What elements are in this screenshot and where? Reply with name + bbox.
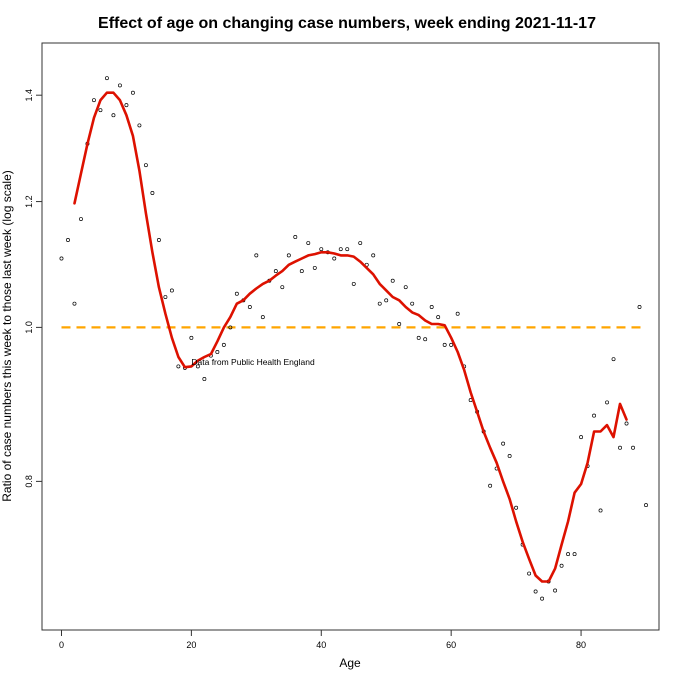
x-tick-label: 20 xyxy=(186,640,196,650)
data-point xyxy=(59,256,64,261)
x-tick-label: 0 xyxy=(59,640,64,650)
data-point xyxy=(436,315,441,320)
y-axis-label: Ratio of case numbers this week to those… xyxy=(0,170,14,502)
data-point xyxy=(124,103,129,108)
data-point xyxy=(228,325,233,330)
data-point xyxy=(397,322,402,326)
x-tick-label: 80 xyxy=(576,640,586,650)
data-point xyxy=(631,445,635,450)
data-point xyxy=(299,269,304,274)
data-point xyxy=(598,508,603,513)
data-point xyxy=(254,253,259,258)
data-point xyxy=(98,108,103,113)
data-point xyxy=(117,83,122,88)
smoothed-trend-line xyxy=(73,91,628,583)
x-tick-label: 40 xyxy=(316,640,326,650)
chart-title: Effect of age on changing case numbers, … xyxy=(98,15,596,32)
data-point xyxy=(566,552,571,557)
data-point xyxy=(390,278,395,283)
data-source-annotation: Data from Public Health England xyxy=(191,357,315,367)
data-point xyxy=(533,589,538,594)
data-point xyxy=(79,217,83,221)
data-point xyxy=(215,350,220,354)
data-point xyxy=(624,421,629,426)
data-point xyxy=(195,364,200,369)
y-axis: 0.8 1.0 1.2 1.4 xyxy=(24,89,42,488)
plot-area-frame xyxy=(41,42,660,631)
data-point xyxy=(202,377,207,381)
data-point xyxy=(559,563,564,568)
data-point xyxy=(384,298,389,303)
data-point xyxy=(507,454,512,458)
data-point xyxy=(137,123,142,128)
data-point xyxy=(429,305,434,309)
data-point xyxy=(423,337,428,342)
data-point xyxy=(72,301,77,306)
data-point xyxy=(111,113,116,118)
data-point xyxy=(540,596,545,601)
data-point xyxy=(163,295,168,299)
data-point xyxy=(306,241,311,246)
y-tick-label: 1.2 xyxy=(24,195,34,208)
data-point xyxy=(104,76,109,81)
data-point xyxy=(351,281,356,286)
data-point xyxy=(371,253,376,258)
data-point xyxy=(312,265,317,270)
data-point xyxy=(130,90,135,95)
y-tick-label: 1.4 xyxy=(24,89,34,102)
data-point xyxy=(66,238,70,242)
data-point xyxy=(488,483,493,488)
data-point xyxy=(449,342,454,347)
data-point xyxy=(553,588,558,593)
data-point xyxy=(280,285,285,290)
data-point xyxy=(572,552,577,557)
data-point xyxy=(273,269,278,274)
data-point xyxy=(293,235,298,239)
data-point xyxy=(260,315,265,320)
data-point xyxy=(358,241,363,246)
data-point xyxy=(150,191,155,195)
data-point xyxy=(527,571,532,576)
data-point xyxy=(247,305,252,309)
data-point xyxy=(455,311,460,316)
data-point xyxy=(605,400,609,405)
data-point xyxy=(637,305,642,309)
x-tick-label: 60 xyxy=(446,640,456,650)
data-point xyxy=(92,98,96,103)
data-point xyxy=(332,256,337,261)
x-axis-label: Age xyxy=(339,656,361,670)
data-point xyxy=(592,413,597,418)
data-point xyxy=(169,288,174,293)
data-point xyxy=(319,247,324,252)
data-point xyxy=(234,291,239,296)
data-point xyxy=(416,335,421,340)
data-point xyxy=(176,364,181,369)
data-point xyxy=(579,435,584,440)
data-point xyxy=(403,285,408,290)
data-point xyxy=(189,335,194,340)
data-point xyxy=(501,441,506,446)
data-point xyxy=(345,247,350,252)
y-tick-label: 1.0 xyxy=(24,321,34,334)
data-point xyxy=(338,247,343,252)
data-point xyxy=(156,238,161,242)
smoothed-series xyxy=(73,91,628,583)
data-point xyxy=(221,342,226,347)
data-point xyxy=(377,301,382,306)
data-point xyxy=(286,253,291,258)
data-point xyxy=(442,342,447,347)
data-point xyxy=(410,301,415,306)
data-point xyxy=(143,163,148,168)
x-axis: 0 20 40 60 80 xyxy=(59,630,586,650)
data-point xyxy=(618,445,622,450)
data-point xyxy=(611,357,616,362)
y-tick-label: 0.8 xyxy=(24,475,34,488)
data-point xyxy=(644,503,648,508)
data-point xyxy=(514,505,519,510)
scatter-points xyxy=(59,76,648,601)
